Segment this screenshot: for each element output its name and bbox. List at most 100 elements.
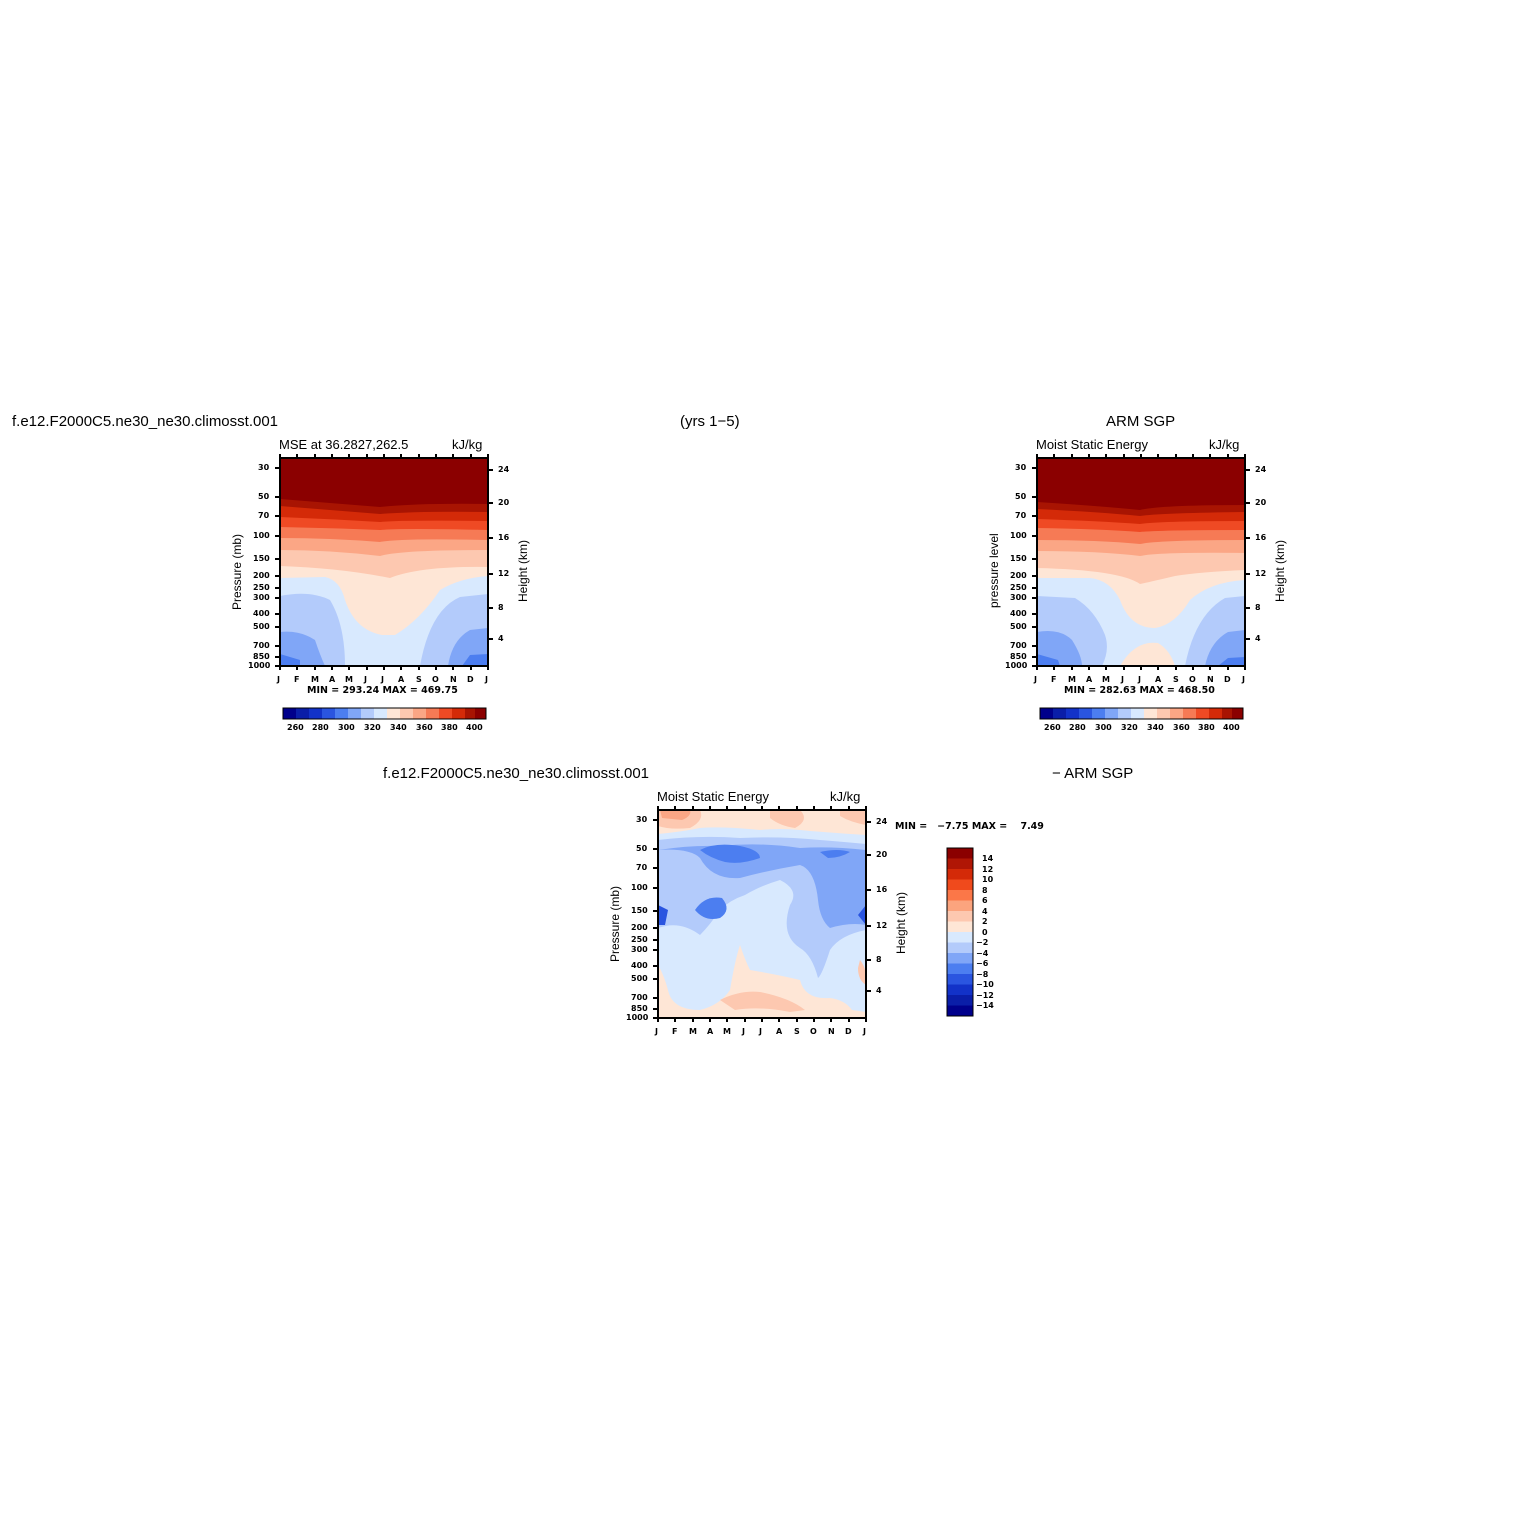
obs-height-tick: 8 (1255, 603, 1261, 612)
obs-title-right: ARM SGP (1106, 413, 1176, 430)
model-y-tick: 250 (253, 583, 270, 592)
obs-minmax: MIN = 282.63 MAX = 468.50 (1064, 685, 1215, 696)
model-y-tick: 150 (253, 554, 270, 563)
model-colorbar-label: 260 (287, 723, 304, 732)
model-height-tick: 12 (498, 569, 510, 578)
diff-colorbar-label: −12 (976, 991, 994, 1000)
model-x-tick: J (364, 675, 367, 684)
obs-colorbar-label: 360 (1173, 723, 1190, 732)
diff-x-tick: M (689, 1027, 697, 1036)
diff-ticks (653, 806, 871, 1022)
obs-y-tick: 400 (1010, 609, 1027, 618)
model-y-tick: 700 (253, 641, 270, 650)
model-x-tick: M (345, 675, 353, 684)
diff-x-tick: S (794, 1027, 800, 1036)
diff-y-tick: 400 (631, 961, 648, 970)
diff-x-tick: A (776, 1027, 783, 1036)
obs-colorbar-label: 400 (1223, 723, 1240, 732)
case-title-bottom: f.e12.F2000C5.ne30_ne30.climosst.001 (383, 765, 650, 782)
obs-colorbar-label: 260 (1044, 723, 1061, 732)
obs-x-tick: A (1086, 675, 1093, 684)
obs-y-tick: 50 (1015, 492, 1027, 501)
obs-contour-field (1037, 458, 1245, 666)
model-y-tick: 30 (258, 463, 270, 472)
diff-y-tick: 300 (631, 945, 648, 954)
diff-x-tick: D (845, 1027, 852, 1036)
diff-y-tick: 200 (631, 923, 648, 932)
obs-colorbar-label: 280 (1069, 723, 1086, 732)
model-x-tick: F (294, 675, 300, 684)
obs-height-tick: 20 (1255, 498, 1267, 507)
obs-y-axis-label: pressure level (987, 533, 1001, 608)
diff-height-tick: 4 (876, 986, 882, 995)
model-colorbar-label: 280 (312, 723, 329, 732)
model-colorbar-label: 300 (338, 723, 355, 732)
obs-x-tick: O (1189, 675, 1196, 684)
model-y-tick: 500 (253, 622, 270, 631)
model-colorbar-label: 320 (364, 723, 381, 732)
model-x-tick: D (467, 675, 474, 684)
diff-colorbar-label: 12 (982, 865, 994, 874)
obs-colorbar-label: 320 (1121, 723, 1138, 732)
diff-y-tick: 1000 (626, 1013, 649, 1022)
diff-colorbar-label: −4 (976, 949, 989, 958)
obs-x-tick: J (1138, 675, 1141, 684)
model-y-tick: 1000 (248, 661, 271, 670)
diff-y-tick: 500 (631, 974, 648, 983)
diff-height-tick: 8 (876, 955, 882, 964)
model-x-tick: O (432, 675, 439, 684)
model-contour-field (280, 458, 488, 666)
model-height-tick: 24 (498, 465, 510, 474)
diff-height-tick: 12 (876, 921, 888, 930)
obs-y-right-axis-label: Height (km) (1273, 539, 1287, 602)
model-y-tick: 70 (258, 511, 270, 520)
obs-x-tick: M (1102, 675, 1110, 684)
model-panel-units: kJ/kg (452, 437, 483, 452)
obs-height-tick: 12 (1255, 569, 1267, 578)
obs-height-tick: 24 (1255, 465, 1267, 474)
diff-y-tick: 50 (636, 844, 648, 853)
diff-colorbar (946, 847, 974, 1017)
model-colorbar (282, 707, 487, 720)
diff-colorbar-label: 0 (982, 928, 988, 937)
model-x-tick: A (329, 675, 336, 684)
obs-colorbar-label: 380 (1198, 723, 1215, 732)
diff-y-tick: 250 (631, 935, 648, 944)
diff-x-tick: A (707, 1027, 714, 1036)
diff-colorbar-label: −10 (976, 980, 994, 989)
model-colorbar-label: 340 (390, 723, 407, 732)
obs-y-tick: 500 (1010, 622, 1027, 631)
years-title: (yrs 1−5) (680, 413, 740, 430)
diff-x-tick: F (672, 1027, 678, 1036)
model-colorbar-label: 380 (441, 723, 458, 732)
diff-colorbar-label: −6 (976, 959, 989, 968)
diff-contour-field (658, 810, 867, 1018)
obs-panel-title: Moist Static Energy (1036, 437, 1148, 452)
diff-x-tick: J (863, 1027, 866, 1036)
model-y-tick: 200 (253, 571, 270, 580)
diff-colorbar-label: 8 (982, 886, 988, 895)
obs-x-tick: F (1051, 675, 1057, 684)
diff-x-tick: J (655, 1027, 658, 1036)
model-y-tick: 300 (253, 593, 270, 602)
model-x-tick: A (398, 675, 405, 684)
diff-y-axis-label: Pressure (mb) (608, 885, 622, 962)
diff-colorbar-label: −8 (976, 970, 989, 979)
obs-panel-units: kJ/kg (1209, 437, 1240, 452)
obs-y-tick: 100 (1010, 531, 1027, 540)
obs-x-tick: J (1034, 675, 1037, 684)
obs-y-tick: 200 (1010, 571, 1027, 580)
model-x-tick: J (277, 675, 280, 684)
diff-y-right-axis-label: Height (km) (894, 891, 908, 954)
model-x-tick: J (485, 675, 488, 684)
obs-x-tick: A (1155, 675, 1162, 684)
diff-minmax: MIN = −7.75 MAX = 7.49 (895, 821, 1044, 832)
obs-y-tick: 150 (1010, 554, 1027, 563)
obs-y-tick: 70 (1015, 511, 1027, 520)
obs-y-tick: 300 (1010, 593, 1027, 602)
model-height-tick: 20 (498, 498, 510, 507)
model-height-tick: 8 (498, 603, 504, 612)
diff-colorbar-label: 14 (982, 854, 994, 863)
obs-x-tick: D (1224, 675, 1231, 684)
